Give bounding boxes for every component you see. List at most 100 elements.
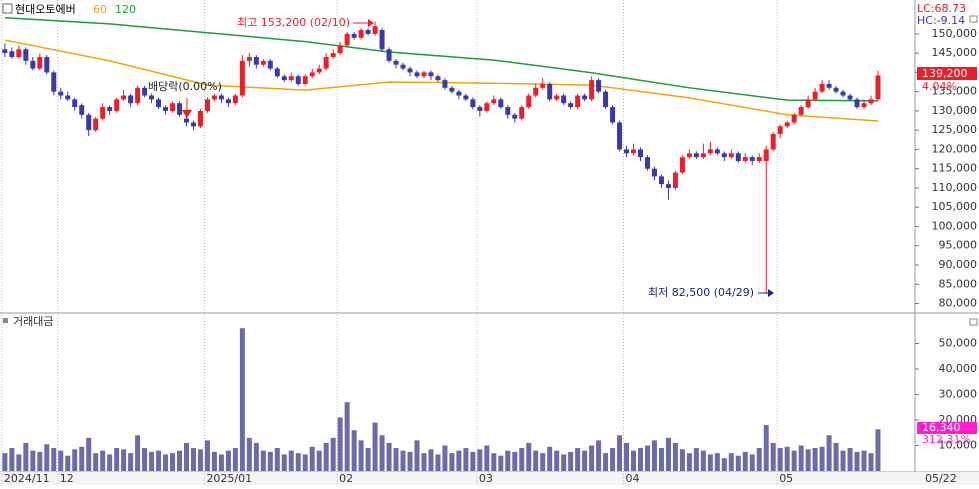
volume-bar bbox=[589, 445, 595, 471]
candle-body bbox=[16, 49, 22, 58]
volume-bar bbox=[365, 448, 371, 471]
volume-bar bbox=[239, 328, 245, 471]
volume-bar bbox=[2, 453, 8, 471]
volume-bar bbox=[763, 425, 769, 471]
volume-bar bbox=[114, 448, 120, 471]
y-tick-label: 130,000 bbox=[932, 104, 978, 117]
candle-body bbox=[163, 107, 169, 111]
candle-body bbox=[470, 99, 476, 108]
candle-body bbox=[260, 60, 266, 65]
candle-body bbox=[784, 122, 790, 127]
volume-bar bbox=[9, 448, 15, 471]
annotation-high: 최고 153,200 (02/10) bbox=[237, 16, 350, 29]
volume-title: 거래대금 bbox=[13, 315, 53, 328]
candle-body bbox=[121, 95, 127, 100]
volume-bar bbox=[603, 453, 609, 471]
panel-button[interactable] bbox=[969, 15, 978, 23]
candle-body bbox=[610, 107, 616, 123]
volume-bar bbox=[533, 450, 539, 471]
panel-button[interactable] bbox=[969, 318, 978, 326]
candle-body bbox=[519, 107, 525, 119]
candle-body bbox=[582, 95, 588, 100]
lc-label: LC:68.73 bbox=[917, 2, 966, 15]
volume-bar bbox=[281, 454, 287, 471]
y2-tick-label: 50,000 bbox=[939, 337, 978, 350]
volume-bar bbox=[826, 435, 832, 471]
candle-body bbox=[253, 57, 259, 65]
y-tick-label: 145,000 bbox=[932, 46, 978, 59]
x-tick-label: 05 bbox=[779, 472, 793, 485]
y2-tick-label: 10,000 bbox=[939, 439, 978, 452]
candle-body bbox=[407, 68, 413, 73]
candle-body bbox=[393, 60, 399, 65]
volume-bar bbox=[330, 437, 336, 471]
arrow-head bbox=[182, 110, 192, 118]
candle-body bbox=[603, 91, 609, 108]
hc-label: HC:-9.14 bbox=[917, 14, 965, 27]
candle-body bbox=[435, 76, 441, 81]
candle-body bbox=[777, 126, 783, 135]
candle-body bbox=[770, 134, 776, 150]
candle-body bbox=[246, 57, 252, 61]
volume-bar bbox=[100, 450, 106, 471]
candle-body bbox=[9, 51, 15, 58]
candle-body bbox=[330, 53, 336, 58]
volume-bar bbox=[631, 450, 637, 471]
volume-bar bbox=[484, 445, 490, 471]
candle-body bbox=[421, 72, 427, 77]
candle-body bbox=[693, 153, 699, 158]
legend-icon[interactable] bbox=[2, 3, 13, 14]
candle-body bbox=[638, 149, 643, 158]
volume-bar bbox=[135, 435, 141, 471]
volume-bar bbox=[679, 449, 685, 471]
candle-body bbox=[540, 83, 546, 88]
volume-tag bbox=[917, 422, 977, 434]
volume-bar bbox=[819, 446, 825, 471]
moving-average bbox=[4, 16, 878, 102]
volume-bar bbox=[554, 450, 560, 471]
candle-body bbox=[351, 33, 357, 38]
candle-body bbox=[274, 68, 280, 77]
candle-body bbox=[554, 95, 560, 100]
volume-bar bbox=[672, 442, 678, 471]
y-tick-label: 110,000 bbox=[932, 181, 978, 194]
candle-body bbox=[2, 49, 8, 54]
volume-bar bbox=[316, 450, 322, 471]
volume-bar bbox=[512, 451, 518, 471]
candle-body bbox=[658, 176, 664, 185]
candle-body bbox=[484, 103, 490, 111]
candle-body bbox=[149, 95, 155, 100]
candle-body bbox=[561, 95, 567, 104]
volume-bar bbox=[728, 453, 734, 471]
candle-body bbox=[302, 76, 308, 84]
y-tick-label: 90,000 bbox=[939, 258, 978, 271]
volume-bar bbox=[400, 450, 406, 471]
volume-bar bbox=[260, 450, 266, 471]
candle-body bbox=[812, 91, 818, 100]
candle-body bbox=[868, 99, 874, 104]
candle-body bbox=[44, 57, 50, 73]
legend-ma: 60 bbox=[93, 3, 107, 16]
candle-body bbox=[100, 107, 106, 119]
y-tick-label: 100,000 bbox=[932, 219, 978, 232]
candle-body bbox=[631, 149, 637, 154]
volume-bar bbox=[847, 448, 853, 471]
candle-body bbox=[358, 30, 364, 38]
candle-body bbox=[707, 149, 713, 154]
volume-bar bbox=[854, 451, 860, 471]
y-tick-label: 85,000 bbox=[939, 277, 978, 290]
candle-body bbox=[456, 91, 462, 96]
candle-body bbox=[135, 87, 141, 104]
volume-bar bbox=[253, 442, 259, 471]
volume-bar bbox=[309, 446, 315, 471]
y-tick-label: 80,000 bbox=[939, 297, 978, 310]
candle-body bbox=[651, 168, 657, 177]
candle-body bbox=[449, 87, 455, 92]
candle-body bbox=[624, 149, 630, 154]
volume-bar bbox=[644, 445, 650, 471]
candle-body bbox=[37, 57, 43, 69]
x-tick-label: 2025/01 bbox=[206, 472, 252, 485]
y-tick-label: 135,000 bbox=[932, 85, 978, 98]
legend-ma: 120 bbox=[115, 3, 136, 16]
